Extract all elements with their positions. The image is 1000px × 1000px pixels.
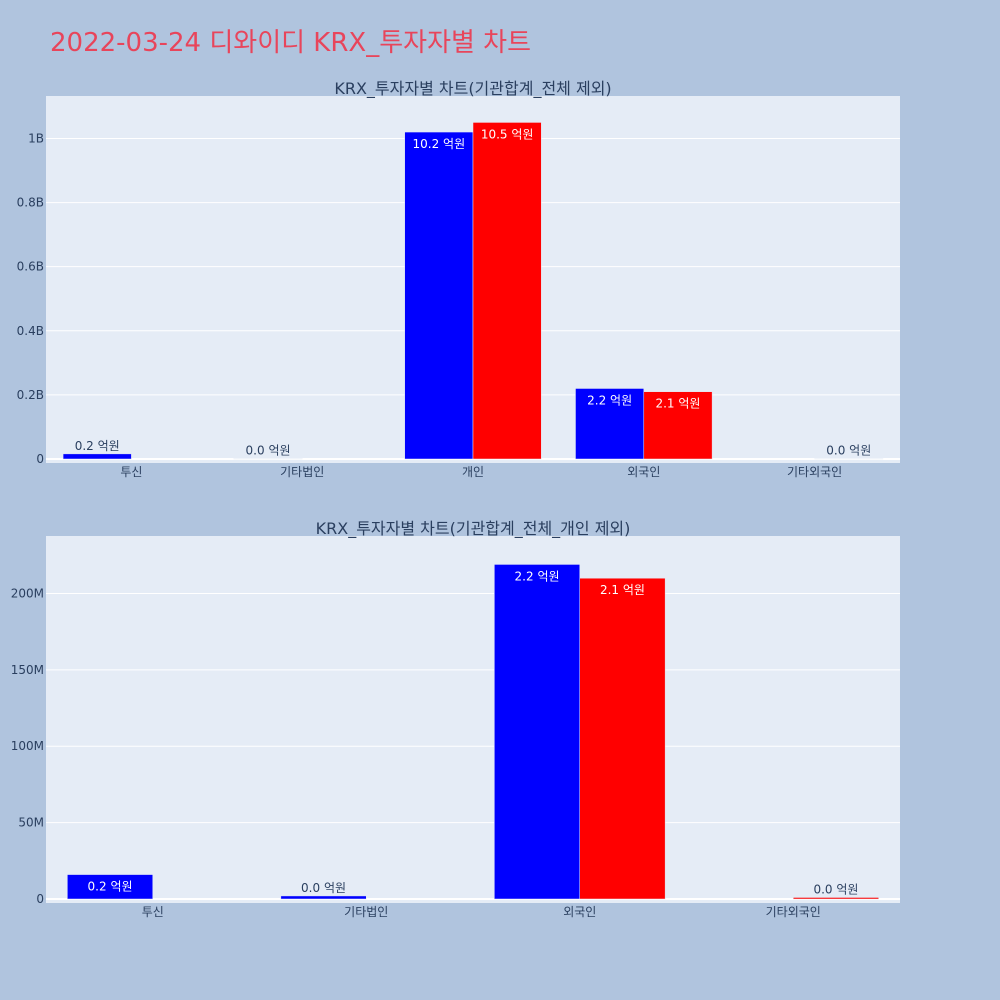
x-tick-label: 기타법인 (344, 905, 388, 919)
y-tick-label: 0.4B (17, 324, 44, 338)
x-tick-label: 기타외국인 (766, 905, 821, 919)
plot-area (46, 536, 900, 903)
y-tick-label: 1B (28, 131, 44, 145)
data-label: 0.2 억원 (75, 439, 120, 453)
y-tick-label: 150M (11, 663, 44, 677)
x-tick-label: 외국인 (563, 905, 596, 919)
y-tick-label: 0 (36, 892, 44, 906)
y-tick-label: 0.6B (17, 260, 44, 274)
data-label: 0.0 억원 (826, 444, 871, 458)
bar (575, 388, 645, 460)
data-label: 2.2 억원 (515, 569, 560, 583)
data-label: 10.5 억원 (481, 127, 534, 141)
chart-title: KRX_투자자별 차트(기관합계_전체_개인 제외) (316, 519, 631, 539)
chart-title: KRX_투자자별 차트(기관합계_전체 제외) (334, 79, 611, 99)
bar (62, 453, 132, 460)
x-tick-label: 기타법인 (280, 465, 324, 479)
bar (280, 895, 367, 900)
x-tick-label: 외국인 (627, 465, 660, 479)
data-label: 0.0 억원 (813, 882, 858, 896)
x-tick-label: 기타외국인 (787, 465, 842, 479)
bar (579, 577, 666, 900)
y-tick-label: 0.2B (17, 388, 44, 402)
chart-2: 0 50M 100M 150M 200M KRX_투자자별 차트(기관합계_전체_개인 제… (11, 519, 900, 919)
data-label: 2.1 억원 (600, 583, 645, 597)
data-label: 0.0 억원 (301, 881, 346, 895)
data-label: 10.2 억원 (413, 137, 466, 151)
y-tick-label: 0.8B (17, 196, 44, 210)
bar (793, 897, 879, 900)
page-title: 2022-03-24 디와이디 KRX_투자자별 차트 (50, 28, 532, 58)
y-tick-label: 200M (11, 586, 44, 600)
chart-1: 0 0.2B 0.4B 0.6B 0.8B 1B KRX_투자자별 차트(기관합계_전체 제… (17, 79, 900, 479)
bar (494, 564, 581, 900)
x-tick-label: 투신 (120, 465, 142, 479)
data-label: 2.1 억원 (655, 397, 700, 411)
y-tick-label: 50M (18, 816, 44, 830)
data-label: 2.2 억원 (587, 393, 632, 407)
x-tick-label: 개인 (462, 465, 484, 479)
data-label: 0.0 억원 (246, 444, 291, 458)
bar (404, 131, 474, 460)
bar (67, 874, 153, 900)
data-label: 0.2 억원 (88, 880, 133, 894)
x-tick-label: 투신 (142, 905, 164, 919)
bar (472, 122, 542, 460)
y-tick-label: 0 (36, 452, 44, 466)
bar (643, 391, 713, 460)
y-tick-label: 100M (11, 739, 44, 753)
